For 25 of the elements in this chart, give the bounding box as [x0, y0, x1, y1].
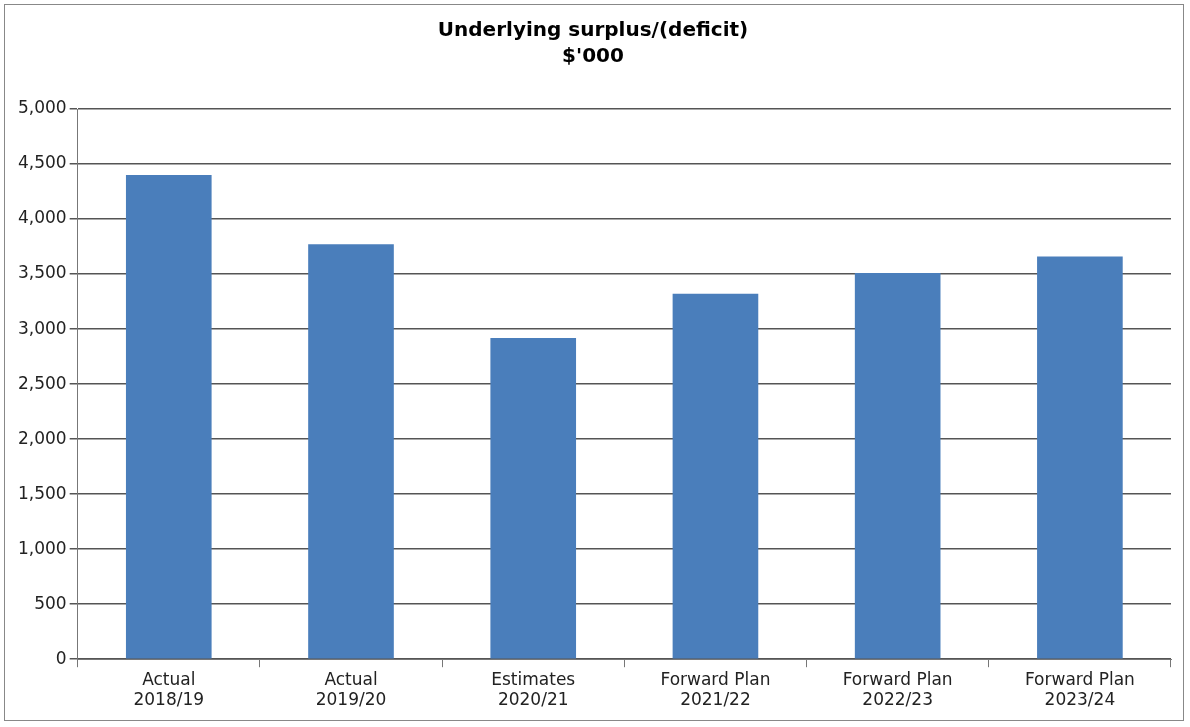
y-tick-label: 500	[34, 592, 67, 613]
y-tick-label: 3,500	[18, 262, 67, 283]
x-tick-label: Forward Plan 2023/24	[1024, 668, 1135, 710]
y-tick-label: 2,500	[18, 372, 67, 393]
chart-subtitle: $'000	[562, 43, 624, 68]
y-tick-label: 4,000	[18, 207, 67, 228]
y-tick-label: 2,000	[18, 427, 67, 448]
x-tick-label: Forward Plan 2022/23	[842, 668, 953, 710]
y-tick-label: 1,000	[18, 537, 67, 558]
y-tick-label: 4,500	[18, 152, 67, 173]
bar	[854, 272, 941, 659]
bar	[490, 337, 577, 659]
bar	[1037, 256, 1123, 659]
x-tick-label: Actual 2019/20	[315, 668, 387, 710]
bar	[672, 293, 759, 659]
y-tick-label: 1,500	[18, 482, 67, 503]
x-tick-label: Forward Plan 2021/22	[660, 668, 771, 710]
y-tick-label: 0	[55, 647, 67, 668]
x-tick-label: Estimates 2020/21	[491, 668, 576, 710]
bar	[308, 244, 394, 659]
x-tick-label: Actual 2018/19	[133, 668, 205, 710]
y-tick-label: 3,000	[18, 317, 67, 338]
y-tick-label: 5,000	[18, 97, 67, 118]
bar	[125, 175, 212, 659]
chart-title: Underlying surplus/(deficit)	[437, 17, 749, 42]
